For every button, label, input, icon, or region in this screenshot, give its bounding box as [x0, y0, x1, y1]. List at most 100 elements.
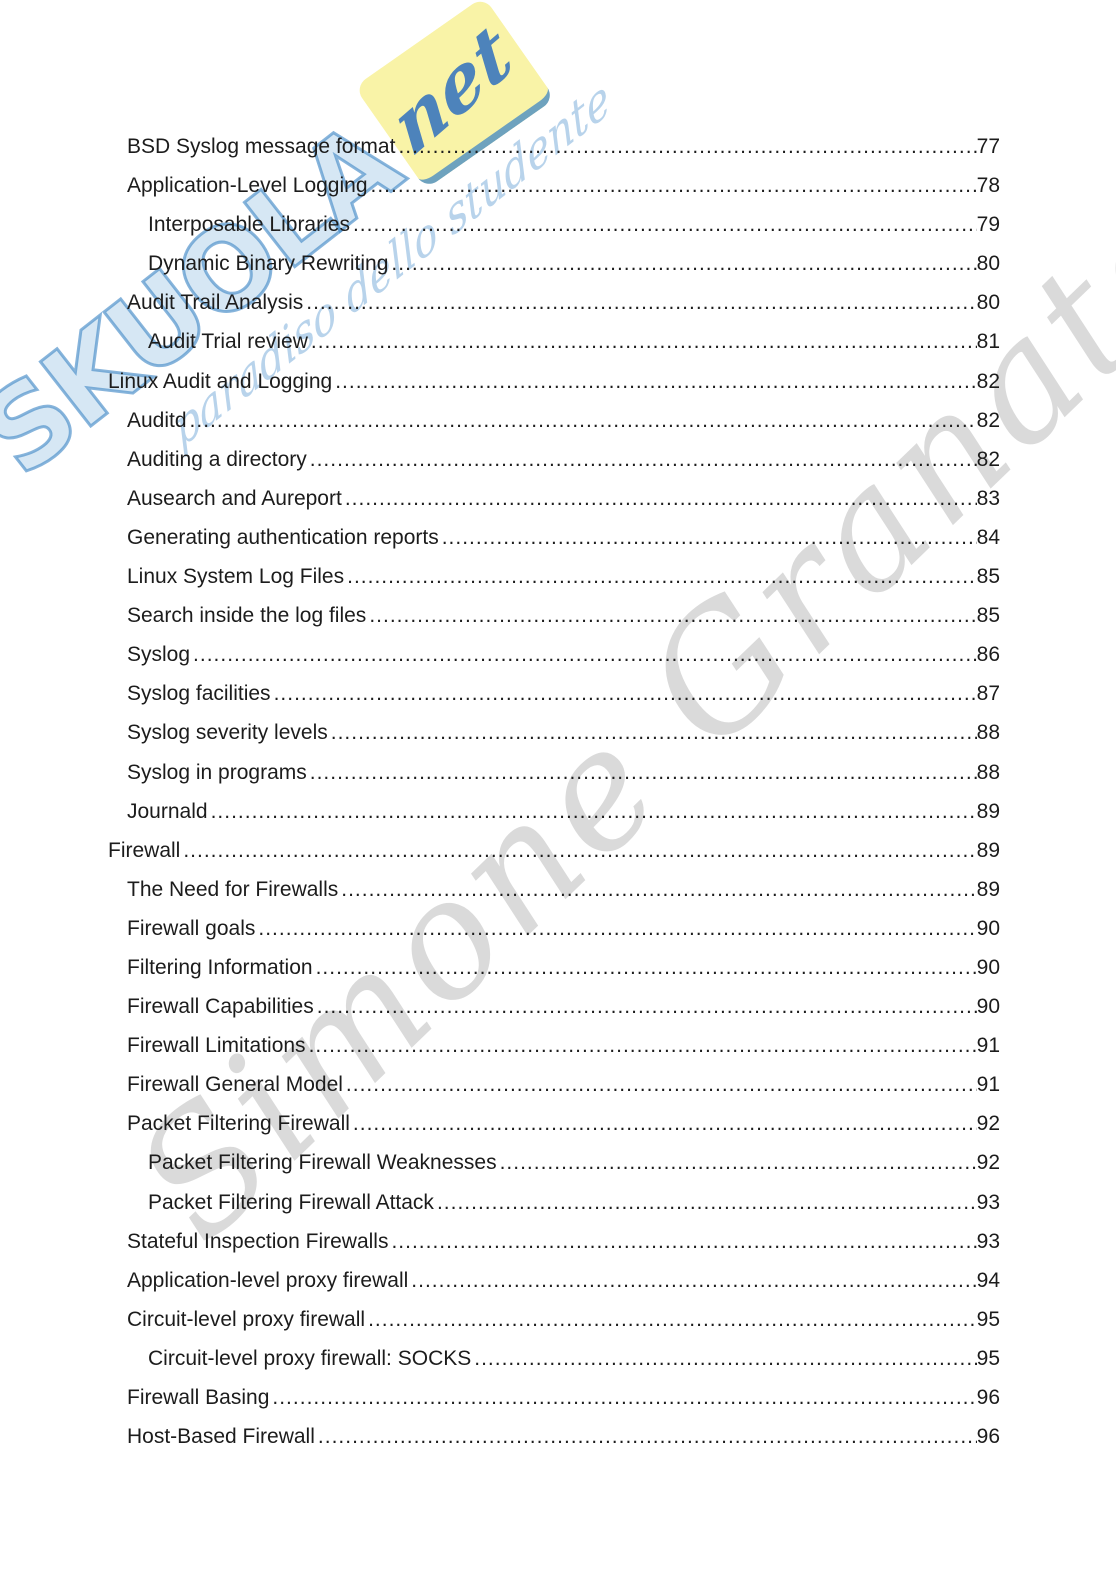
dot-leader	[353, 205, 977, 244]
toc-entry-page: 82	[976, 369, 1000, 393]
toc-entry-title: Linux System Log Files	[127, 565, 345, 589]
dot-leader	[310, 440, 977, 479]
dot-leader	[335, 362, 976, 401]
toc-entry-page: 80	[976, 291, 1000, 315]
dot-leader	[353, 1104, 977, 1143]
toc-row[interactable]: The Need for Firewalls 89	[108, 870, 1000, 909]
toc-entry-title: Generating authentication reports	[127, 525, 439, 549]
toc-entry-page: 90	[976, 995, 1000, 1019]
dot-leader	[274, 674, 977, 713]
toc-row[interactable]: Linux System Log Files 85	[108, 557, 1000, 596]
toc-row[interactable]: Syslog 86	[108, 635, 1000, 674]
dot-leader	[368, 1300, 977, 1339]
toc-entry-title: Dynamic Binary Rewriting	[148, 252, 389, 276]
toc-entry-page: 80	[976, 252, 1000, 276]
dot-leader	[272, 1378, 976, 1417]
toc-entry-title: Search inside the log files	[127, 604, 367, 628]
dot-leader	[347, 557, 977, 596]
dot-leader	[391, 244, 976, 283]
toc-row[interactable]: Audit Trial review 81	[108, 322, 1000, 361]
toc-row[interactable]: Firewall 89	[108, 831, 1000, 870]
dot-leader	[437, 1183, 977, 1222]
toc-entry-page: 88	[976, 721, 1000, 745]
dot-leader	[391, 1222, 976, 1261]
toc-entry-page: 85	[976, 565, 1000, 589]
toc-row[interactable]: Firewall Basing 96	[108, 1378, 1000, 1417]
dot-leader	[411, 1261, 976, 1300]
toc-row[interactable]: Circuit-level proxy firewall: SOCKS 95	[108, 1339, 1000, 1378]
toc-row[interactable]: Journald 89	[108, 792, 1000, 831]
toc-entry-page: 82	[976, 447, 1000, 471]
toc-row[interactable]: Firewall goals 90	[108, 909, 1000, 948]
toc-entry-title: Application-level proxy firewall	[127, 1268, 409, 1292]
dot-leader	[311, 322, 977, 361]
toc-entry-page: 96	[976, 1386, 1000, 1409]
toc-entry-page: 96	[976, 1425, 1000, 1449]
toc-row[interactable]: Generating authentication reports 84	[108, 518, 1000, 557]
toc-entry-page: 86	[976, 643, 1000, 667]
toc-entry-title: Audit Trail Analysis	[127, 291, 304, 315]
toc-entry-page: 89	[976, 799, 1000, 823]
dot-leader	[318, 1417, 977, 1456]
toc-entry-page: 85	[976, 604, 1000, 628]
toc-row[interactable]: Filtering Information 90	[108, 948, 1000, 987]
toc-entry-title: Syslog severity levels	[127, 721, 328, 745]
toc-row[interactable]: Application-level proxy firewall 94	[108, 1261, 1000, 1300]
toc-entry-page: 91	[976, 1073, 1000, 1097]
toc-entry-title: Syslog facilities	[127, 682, 271, 706]
toc-entry-title: Filtering Information	[127, 955, 313, 979]
toc-entry-page: 94	[976, 1268, 1000, 1292]
toc-row[interactable]: Syslog facilities 87	[108, 674, 1000, 713]
toc-row[interactable]: Packet Filtering Firewall Weaknesses 92	[108, 1143, 1000, 1182]
dot-leader	[190, 401, 977, 440]
dot-leader	[331, 713, 977, 752]
dot-leader	[500, 1143, 977, 1182]
toc-entry-page: 95	[976, 1307, 1000, 1331]
toc-entry-title: Linux Audit and Logging	[108, 369, 333, 393]
toc-row[interactable]: Firewall General Model 91	[108, 1065, 1000, 1104]
toc-entry-page: 82	[976, 408, 1000, 432]
toc-entry-title: Firewall Basing	[127, 1386, 270, 1409]
toc-entry-page: 77	[976, 135, 1000, 158]
dot-leader	[183, 831, 976, 870]
toc-row[interactable]: Host-Based Firewall 96	[108, 1417, 1000, 1456]
toc-row[interactable]: Firewall Capabilities 90	[108, 987, 1000, 1026]
toc-row[interactable]: Audit Trail Analysis 80	[108, 283, 1000, 322]
toc-row[interactable]: Ausearch and Aureport 83	[108, 479, 1000, 518]
toc-entry-title: Packet Filtering Firewall Attack	[148, 1190, 434, 1214]
toc-row[interactable]: Interposable Libraries 79	[108, 205, 1000, 244]
toc-entry-title: Firewall Capabilities	[127, 995, 314, 1019]
toc-row[interactable]: Dynamic Binary Rewriting 80	[108, 244, 1000, 283]
toc-row[interactable]: Syslog in programs 88	[108, 753, 1000, 792]
toc-row[interactable]: Linux Audit and Logging 82	[108, 362, 1000, 401]
toc-row[interactable]: Circuit-level proxy firewall 95	[108, 1300, 1000, 1339]
toc-row[interactable]: Syslog severity levels 88	[108, 713, 1000, 752]
toc-row[interactable]: Auditd 82	[108, 401, 1000, 440]
toc-row[interactable]: Packet Filtering Firewall Attack 93	[108, 1183, 1000, 1222]
toc-entry-title: Syslog in programs	[127, 760, 307, 784]
dot-leader	[193, 635, 977, 674]
dot-leader	[306, 283, 976, 322]
toc-row[interactable]: Stateful Inspection Firewalls 93	[108, 1222, 1000, 1261]
toc-entry-title: Firewall General Model	[127, 1073, 343, 1097]
toc-row[interactable]: Application-Level Logging 78	[108, 166, 1000, 205]
dot-leader	[442, 518, 977, 557]
toc-row[interactable]: Auditing a directory 82	[108, 440, 1000, 479]
toc-row[interactable]: BSD Syslog message format 77	[108, 127, 1000, 166]
toc-entry-page: 79	[976, 213, 1000, 237]
toc-row[interactable]: Packet Filtering Firewall 92	[108, 1104, 1000, 1143]
toc-row[interactable]: Search inside the log files 85	[108, 596, 1000, 635]
toc-entry-page: 89	[976, 877, 1000, 901]
toc-entry-page: 90	[976, 955, 1000, 979]
toc-entry-page: 78	[976, 174, 1000, 198]
dot-leader	[309, 1026, 977, 1065]
dot-leader	[371, 166, 977, 205]
toc-entry-title: Auditd	[127, 408, 187, 432]
toc-row[interactable]: Firewall Limitations 91	[108, 1026, 1000, 1065]
toc-entry-page: 89	[976, 838, 1000, 862]
dot-leader	[310, 753, 977, 792]
toc-entry-title: Packet Filtering Firewall Weaknesses	[148, 1151, 497, 1175]
dot-leader	[474, 1339, 976, 1378]
toc-entry-page: 84	[976, 525, 1000, 549]
